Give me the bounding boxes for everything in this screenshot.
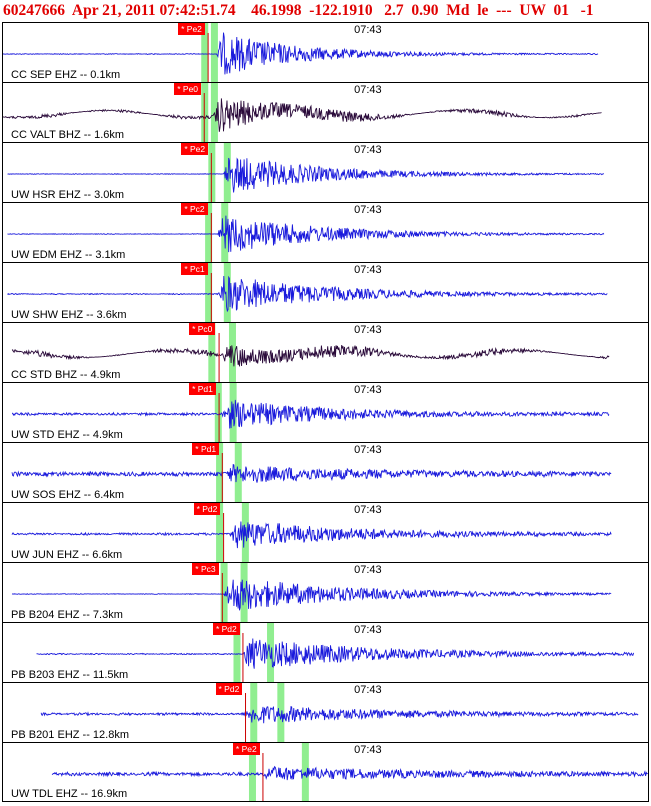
phase-window xyxy=(208,323,216,382)
time-tick-label: 07:43 xyxy=(354,624,382,636)
phase-window xyxy=(201,23,209,82)
station-label: PB B204 EHZ -- 7.3km xyxy=(11,609,123,621)
waveform-line xyxy=(3,32,599,75)
pick-label[interactable]: * Pd1 xyxy=(189,383,216,395)
waveform-line xyxy=(11,399,610,429)
station-label: CC STD BHZ -- 4.9km xyxy=(11,369,121,381)
trace-panel: * Pd2 07:43 PB B201 EHZ -- 12.8km xyxy=(2,682,649,742)
pick-label[interactable]: * Pe0 xyxy=(174,83,202,95)
phase-window xyxy=(216,443,224,502)
trace-plot xyxy=(11,563,612,622)
trace-panel: * Pe0 07:43 CC VALT BHZ -- 1.6km xyxy=(2,82,649,142)
phase-window xyxy=(248,743,256,801)
time-tick-label: 07:43 xyxy=(354,684,382,696)
trace-panel: * Pc1 07:43 UW SHW EHZ -- 3.6km xyxy=(2,262,649,322)
station-label: CC SEP EHZ -- 0.1km xyxy=(11,69,121,81)
trace-panel: * Pc2 07:43 UW EDM EHZ -- 3.1km xyxy=(2,202,649,262)
phase-window xyxy=(277,683,285,742)
time-tick-label: 07:43 xyxy=(354,264,382,276)
phase-window xyxy=(205,263,213,322)
trace-plot xyxy=(7,203,605,262)
phase-window xyxy=(233,623,241,682)
time-tick-label: 07:43 xyxy=(354,204,382,216)
station-label: PB B201 EHZ -- 12.8km xyxy=(11,729,129,741)
station-label: UW EDM EHZ -- 3.1km xyxy=(11,249,126,261)
trace-plot xyxy=(51,743,648,801)
waveform-line xyxy=(11,579,612,611)
phase-window xyxy=(210,23,218,82)
trace-panel: * Pe2 07:43 UW HSR EHZ -- 3.0km xyxy=(2,142,649,202)
trace-panel: * Pc3 07:43 PB B204 EHZ -- 7.3km xyxy=(2,562,649,622)
station-label: UW SHW EHZ -- 3.6km xyxy=(11,309,127,321)
station-label: UW STD EHZ -- 4.9km xyxy=(11,429,123,441)
event-header: 60247666 Apr 21, 2011 07:42:51.74 46.199… xyxy=(3,2,594,19)
trace-panel: * Pd2 07:43 UW JUN EHZ -- 6.6km xyxy=(2,502,649,562)
waveform-line xyxy=(7,275,608,313)
trace-plot xyxy=(36,623,635,682)
pick-label[interactable]: * Pc2 xyxy=(181,203,208,215)
phase-window xyxy=(220,563,228,622)
time-tick-label: 07:43 xyxy=(354,324,382,336)
waveform-line xyxy=(3,98,602,132)
trace-plot xyxy=(3,23,599,82)
phase-window xyxy=(267,623,275,682)
pick-label[interactable]: * Pe2 xyxy=(178,23,205,35)
trace-panel: * Pc0 07:43 CC STD BHZ -- 4.9km xyxy=(2,322,649,382)
pick-label[interactable]: * Pd2 xyxy=(193,503,221,515)
station-label: PB B203 EHZ -- 11.5km xyxy=(11,669,129,681)
phase-window xyxy=(205,203,213,262)
pick-label[interactable]: * Pc0 xyxy=(189,323,216,335)
waveform-line xyxy=(7,215,605,253)
waveform-line xyxy=(11,521,612,549)
station-label: UW TDL EHZ -- 16.9km xyxy=(11,788,128,800)
station-label: UW JUN EHZ -- 6.6km xyxy=(11,549,123,561)
time-tick-label: 07:43 xyxy=(354,24,382,36)
phase-window xyxy=(223,143,231,202)
trace-plot xyxy=(7,143,605,202)
trace-plot xyxy=(11,503,612,562)
pick-label[interactable]: * Pc3 xyxy=(192,563,219,575)
time-tick-label: 07:43 xyxy=(354,564,382,576)
station-label: CC VALT BHZ -- 1.6km xyxy=(11,129,125,141)
waveform-line xyxy=(51,765,648,781)
time-tick-label: 07:43 xyxy=(354,504,382,516)
pick-label[interactable]: * Pd2 xyxy=(212,623,240,635)
pick-label[interactable]: * Pe2 xyxy=(181,143,209,155)
trace-panel: * Pd1 07:43 UW STD EHZ -- 4.9km xyxy=(2,382,649,442)
trace-panel: * Pe2 07:43 UW TDL EHZ -- 16.9km xyxy=(2,742,649,802)
trace-plot xyxy=(40,683,639,742)
time-tick-label: 07:43 xyxy=(354,144,382,156)
phase-window xyxy=(240,563,248,622)
pick-label[interactable]: * Pd1 xyxy=(192,443,220,455)
trace-panel: * Pd1 07:43 UW SOS EHZ -- 6.4km xyxy=(2,442,649,502)
trace-plot xyxy=(11,443,612,502)
trace-plot xyxy=(7,263,608,322)
waveform-line xyxy=(36,638,635,669)
phase-window xyxy=(214,383,222,442)
time-tick-label: 07:43 xyxy=(354,384,382,396)
time-tick-label: 07:43 xyxy=(354,744,382,756)
waveform-line xyxy=(11,463,612,483)
station-label: UW HSR EHZ -- 3.0km xyxy=(11,189,125,201)
waveform-line xyxy=(11,344,610,367)
pick-label[interactable]: * Pc1 xyxy=(181,263,208,275)
time-tick-label: 07:43 xyxy=(354,84,382,96)
trace-plot xyxy=(3,83,602,142)
pick-label[interactable]: * Pe2 xyxy=(232,743,260,755)
waveform-line xyxy=(7,157,605,193)
phase-window xyxy=(223,263,231,322)
phase-window xyxy=(221,203,229,262)
pick-label[interactable]: * Pd2 xyxy=(215,683,243,695)
trace-plot xyxy=(11,383,610,442)
phase-window xyxy=(216,503,224,562)
station-label: UW SOS EHZ -- 6.4km xyxy=(11,489,125,501)
time-tick-label: 07:43 xyxy=(354,444,382,456)
trace-panel: * Pd2 07:43 PB B203 EHZ -- 11.5km xyxy=(2,622,649,682)
trace-plot xyxy=(11,323,610,382)
waveform-line xyxy=(40,705,639,724)
seismogram-panels: * Pe2 07:43 CC SEP EHZ -- 0.1km * Pe0 07:43 C… xyxy=(0,22,651,806)
trace-panel: * Pe2 07:43 CC SEP EHZ -- 0.1km xyxy=(2,22,649,82)
